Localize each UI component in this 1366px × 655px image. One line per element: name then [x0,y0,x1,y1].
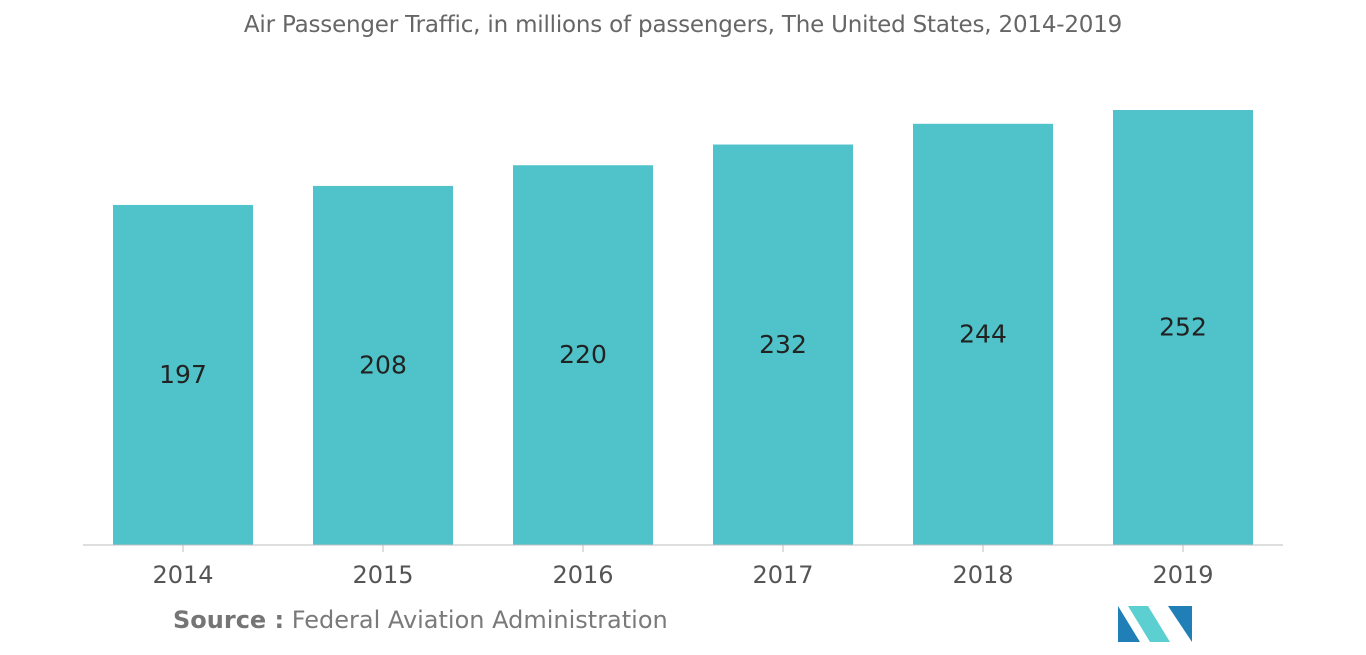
brand-logo [1118,606,1192,642]
logo-left-shape [1118,606,1140,642]
logo-middle-shape [1128,606,1170,642]
x-tick-label: 2019 [1152,561,1213,589]
x-tick-label: 2015 [352,561,413,589]
bar-chart: 197 2014 208 2015 220 2016 232 2017 244 2018 252 20… [83,110,1283,590]
labels-group: 197 2014 208 2015 220 2016 232 2017 244 2018 252 20… [152,313,1213,590]
bar-value-label: 232 [759,330,807,359]
source-label: Source : [173,606,285,634]
x-tick-label: 2014 [152,561,213,589]
bar-value-label: 252 [1159,313,1207,342]
x-tick-label: 2016 [552,561,613,589]
bar-2018 [913,123,1053,546]
x-ticks-group [182,545,1184,552]
bar-2019 [1113,110,1253,545]
source-note: Source : Federal Aviation Administration [173,606,668,634]
chart-title: Air Passenger Traffic, in millions of pa… [243,12,1123,38]
bar-2017 [713,144,853,545]
bar-value-label: 197 [159,360,207,389]
bar-2015 [313,185,453,545]
logo-right-shape [1168,606,1192,642]
bar-value-label: 220 [559,340,607,369]
bar-2014 [113,204,253,545]
bar-value-label: 244 [959,319,1007,348]
bars-group [113,110,1253,546]
bar-value-label: 208 [359,350,407,379]
x-tick-label: 2017 [752,561,813,589]
source-text: Federal Aviation Administration [291,606,668,634]
bar-2016 [513,165,653,545]
x-tick-label: 2018 [952,561,1013,589]
